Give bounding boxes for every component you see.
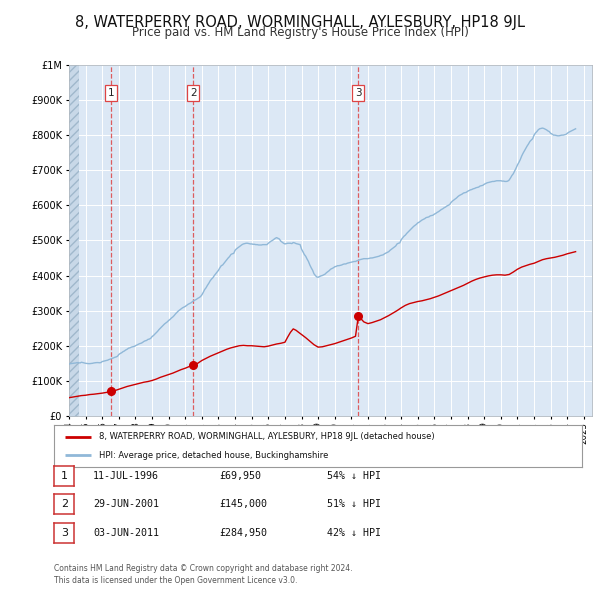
Text: 11-JUL-1996: 11-JUL-1996 [93, 471, 159, 481]
Text: 03-JUN-2011: 03-JUN-2011 [93, 528, 159, 537]
Text: 29-JUN-2001: 29-JUN-2001 [93, 500, 159, 509]
Text: £145,000: £145,000 [219, 500, 267, 509]
Text: 2: 2 [190, 88, 197, 98]
Text: £284,950: £284,950 [219, 528, 267, 537]
Text: 3: 3 [355, 88, 362, 98]
Text: HPI: Average price, detached house, Buckinghamshire: HPI: Average price, detached house, Buck… [99, 451, 328, 460]
Text: 51% ↓ HPI: 51% ↓ HPI [327, 500, 381, 509]
Text: 54% ↓ HPI: 54% ↓ HPI [327, 471, 381, 481]
Text: 3: 3 [61, 528, 68, 537]
Text: 1: 1 [108, 88, 115, 98]
Text: 42% ↓ HPI: 42% ↓ HPI [327, 528, 381, 537]
Text: 1: 1 [61, 471, 68, 481]
Text: Contains HM Land Registry data © Crown copyright and database right 2024.
This d: Contains HM Land Registry data © Crown c… [54, 565, 353, 585]
Text: Price paid vs. HM Land Registry's House Price Index (HPI): Price paid vs. HM Land Registry's House … [131, 26, 469, 39]
Text: £69,950: £69,950 [219, 471, 261, 481]
Text: 8, WATERPERRY ROAD, WORMINGHALL, AYLESBURY, HP18 9JL (detached house): 8, WATERPERRY ROAD, WORMINGHALL, AYLESBU… [99, 432, 434, 441]
Text: 8, WATERPERRY ROAD, WORMINGHALL, AYLESBURY, HP18 9JL: 8, WATERPERRY ROAD, WORMINGHALL, AYLESBU… [75, 15, 525, 30]
Bar [69, 65, 79, 416]
Text: 2: 2 [61, 500, 68, 509]
